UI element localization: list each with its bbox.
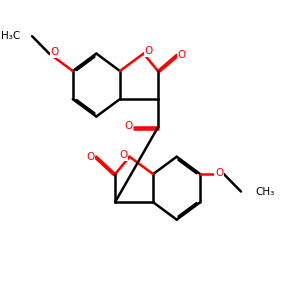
Text: O: O	[119, 150, 128, 161]
Text: O: O	[124, 121, 133, 131]
Text: O: O	[144, 46, 152, 56]
Text: O: O	[177, 50, 186, 60]
Text: H₃C: H₃C	[1, 31, 20, 41]
Text: CH₃: CH₃	[256, 187, 275, 196]
Text: O: O	[86, 152, 94, 162]
Text: O: O	[215, 168, 223, 178]
Text: O: O	[50, 47, 59, 57]
